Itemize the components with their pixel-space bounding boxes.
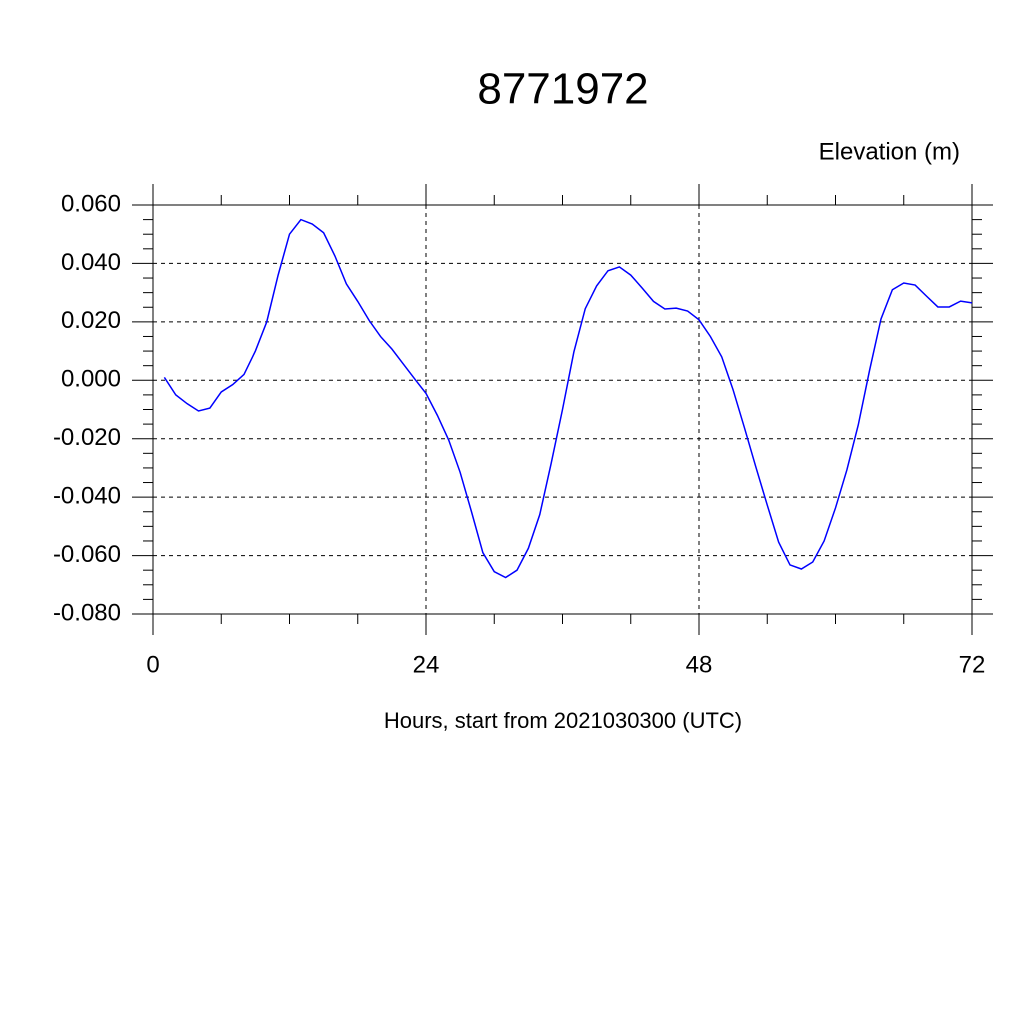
x-tick-label: 72 [959,651,986,678]
y-tick-label: -0.040 [53,482,121,509]
plot-frame [152,204,973,615]
x-tick-label: 24 [413,651,440,678]
y-tick-label: 0.060 [61,190,121,217]
x-tick-label: 48 [686,651,713,678]
data-line [163,218,973,579]
y-tick-label: -0.020 [53,424,121,451]
y-axis-label: Elevation (m) [819,138,960,165]
y-tick-label: 0.040 [61,249,121,276]
chart-title: 8771972 [477,65,648,114]
y-tick-label: 0.020 [61,307,121,334]
x-tick-label: 0 [146,651,159,678]
y-tick-label: 0.000 [61,366,121,393]
y-tick-label: -0.060 [53,541,121,568]
y-tick-label: -0.080 [53,599,121,626]
x-axis-label: Hours, start from 2021030300 (UTC) [384,708,742,733]
